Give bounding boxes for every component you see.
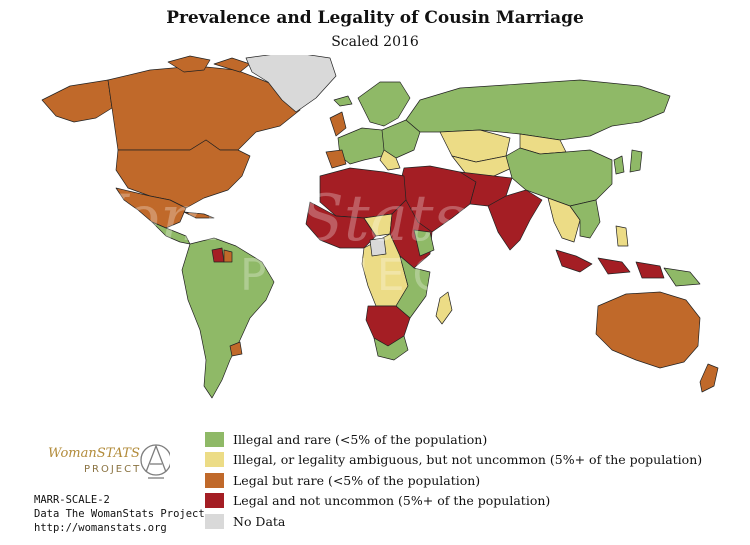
region-scandinavia <box>357 81 411 127</box>
map-code: MARR-SCALE-2 <box>34 494 110 506</box>
map-subtitle: Scaled 2016 <box>331 34 419 50</box>
legend-item-illegal-rare: Illegal and rare (<5% of the population) <box>205 429 702 450</box>
region-south-africa <box>373 335 409 361</box>
logo-emblem-icon <box>140 444 170 479</box>
region-greenland <box>245 55 337 113</box>
legend-label: Illegal, or legality ambiguous, but not … <box>233 452 703 468</box>
legend-swatch <box>205 431 224 447</box>
region-north-africa <box>319 167 407 219</box>
region-ethiopia <box>413 229 435 257</box>
region-australia <box>595 291 701 369</box>
world-map <box>41 55 719 399</box>
region-uruguay <box>229 341 243 357</box>
region-guyana <box>211 247 225 263</box>
region-indonesia <box>555 249 665 279</box>
legend-label: No Data <box>233 513 286 529</box>
legend-label: Legal and not uncommon (5%+ of the popul… <box>233 493 551 509</box>
region-india <box>487 189 543 251</box>
region-balkans <box>379 149 401 171</box>
region-papua <box>663 267 701 287</box>
region-new-zealand <box>699 363 719 393</box>
legend: Illegal and rare (<5% of the population)… <box>205 429 702 532</box>
womanstats-logo <box>140 444 170 479</box>
legend-swatch <box>205 472 224 488</box>
legend-label: Legal but rare (<5% of the population) <box>233 472 481 488</box>
legend-item-legal-common: Legal and not uncommon (5%+ of the popul… <box>205 491 702 512</box>
logo-brand: WomanSTATS <box>48 446 140 461</box>
legend-swatch <box>205 493 224 509</box>
region-congo-nodata <box>369 237 387 257</box>
region-madagascar <box>435 291 453 325</box>
region-philippines <box>615 225 629 247</box>
region-south-america <box>181 237 275 399</box>
source-url: http://womanstats.org <box>34 522 167 534</box>
region-suriname <box>223 249 233 263</box>
region-russia <box>405 79 671 141</box>
region-iceland <box>333 95 353 107</box>
region-indochina <box>569 199 601 239</box>
logo-subtitle: PROJECT <box>84 464 142 475</box>
data-source: Data The WomanStats Project <box>34 508 205 520</box>
region-alaska <box>41 79 113 123</box>
map-title: Prevalence and Legality of Cousin Marria… <box>166 8 584 28</box>
region-southeast-africa <box>395 255 431 319</box>
legend-item-ambiguous: Illegal, or legality ambiguous, but not … <box>205 450 702 471</box>
legend-item-legal-rare: Legal but rare (<5% of the population) <box>205 470 702 491</box>
region-korea-japan <box>613 149 643 175</box>
region-uk <box>329 111 347 137</box>
region-usa <box>115 139 251 209</box>
legend-swatch <box>205 452 224 468</box>
legend-swatch <box>205 513 224 529</box>
region-cuba <box>183 211 215 219</box>
legend-label: Illegal and rare (<5% of the population) <box>233 431 488 447</box>
region-mexico <box>115 187 187 229</box>
region-iberia <box>325 149 347 169</box>
legend-item-no-data: No Data <box>205 511 702 532</box>
region-central-america <box>151 221 191 245</box>
